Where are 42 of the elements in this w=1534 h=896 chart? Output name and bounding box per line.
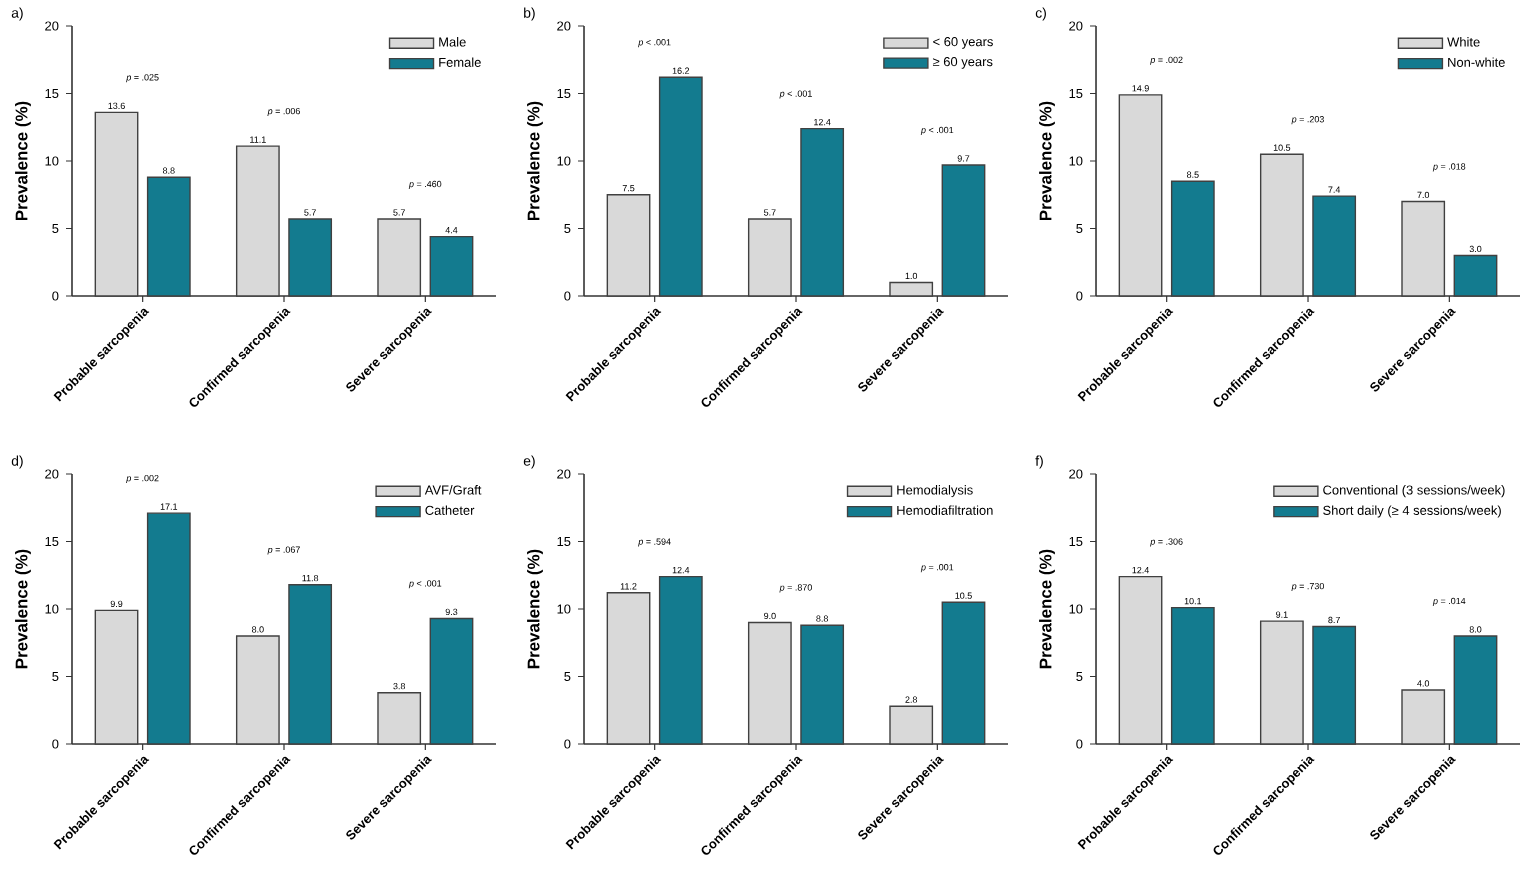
bar (1312, 195, 1357, 297)
bar (235, 145, 280, 297)
bar (1453, 254, 1498, 297)
bar (1401, 200, 1446, 297)
bar (747, 621, 792, 745)
bar (1453, 635, 1498, 745)
bar (658, 575, 703, 745)
bar (288, 584, 333, 745)
y-axis-title: Prevalence (%) (15, 549, 31, 669)
bar (1312, 625, 1357, 745)
bar (800, 127, 845, 297)
y-axis-title: Prevalence (%) (527, 549, 543, 669)
y-axis-title: Prevalence (%) (1039, 101, 1055, 221)
y-axis-title: Prevalence (%) (527, 101, 543, 221)
bar (941, 164, 986, 297)
bar (377, 692, 422, 745)
bar (747, 218, 792, 297)
bar (429, 617, 474, 745)
bar (429, 235, 474, 297)
bar (941, 601, 986, 745)
bar (94, 609, 139, 745)
bar (146, 512, 191, 745)
bar (1118, 575, 1163, 745)
bar (606, 592, 651, 745)
bar (377, 218, 422, 297)
bar (889, 705, 934, 745)
bar (288, 218, 333, 297)
y-axis-title: Prevalence (%) (1039, 549, 1055, 669)
bar (1170, 180, 1215, 297)
bar (1170, 606, 1215, 745)
bar (94, 111, 139, 297)
bar (800, 624, 845, 745)
bar (606, 194, 651, 297)
bar (146, 176, 191, 297)
bar (658, 76, 703, 297)
bar (1401, 689, 1446, 745)
bar (889, 281, 934, 297)
bar (1118, 94, 1163, 297)
bar (1259, 620, 1304, 745)
bar (235, 635, 280, 745)
y-axis-title: Prevalence (%) (15, 101, 31, 221)
bar (1259, 153, 1304, 297)
